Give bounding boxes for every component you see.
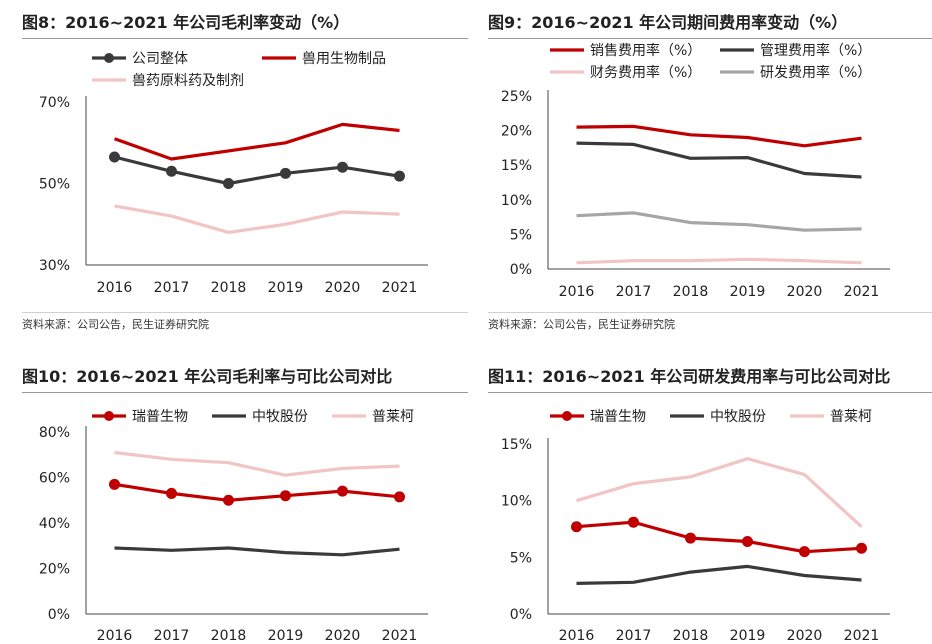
legend-label: 兽用生物制品 (302, 51, 386, 67)
x-tick-label: 2020 (787, 284, 823, 300)
data-point (394, 170, 405, 182)
legend-marker (104, 411, 114, 421)
legend-label: 普莱柯 (830, 409, 872, 425)
series-line (114, 155, 400, 186)
data-point (166, 487, 177, 499)
chart-title: 图11：2016~2021 年公司研发费用率与可比公司对比 (488, 366, 932, 393)
legend-label: 公司整体 (132, 51, 188, 67)
series-line (114, 204, 400, 234)
x-tick-label: 2018 (673, 284, 709, 300)
x-tick-label: 2020 (325, 280, 361, 296)
y-tick-label: 80% (39, 425, 70, 441)
x-tick-label: 2017 (154, 628, 190, 644)
y-tick-label: 20% (501, 124, 532, 140)
y-tick-label: 20% (39, 562, 70, 578)
data-point (799, 546, 810, 558)
chart-area: 瑞普生物 中牧股份 普莱柯 0% 5% 10% 15% 2016 2017 2018 2019 202… (501, 409, 890, 644)
series-line (576, 257, 862, 265)
legend-label: 普莱柯 (372, 409, 414, 425)
legend-label: 研发费用率（%） (760, 64, 871, 81)
series-line (113, 122, 400, 161)
chart-title: 图9：2016~2021 年公司期间费用率变动（%） (488, 12, 932, 39)
series-line (576, 564, 862, 585)
y-tick-label: 25% (501, 89, 532, 105)
legend-label: 财务费用率（%） (590, 64, 701, 81)
x-tick-label: 2021 (382, 628, 418, 644)
data-point (685, 532, 696, 544)
x-tick-label: 2018 (673, 628, 709, 644)
y-tick-label: 40% (39, 516, 70, 532)
x-tick-label: 2016 (559, 284, 595, 300)
y-tick-label: 70% (39, 95, 70, 111)
x-tick-label: 2021 (382, 280, 418, 296)
data-point (337, 161, 348, 173)
chart-title: 图8：2016~2021 年公司毛利率变动（%） (22, 12, 468, 39)
x-tick-label: 2019 (268, 628, 304, 644)
legend-marker (562, 411, 572, 421)
legend-label: 瑞普生物 (132, 409, 188, 425)
source-note: 资料来源：公司公告，民生证券研究院 (22, 312, 468, 332)
chart-area: 瑞普生物 中牧股份 普莱柯 0% 20% 40% 60% 80% 2016 2017 2018 201… (39, 409, 428, 644)
data-point (394, 491, 405, 503)
y-tick-label: 0% (510, 262, 532, 278)
x-tick-label: 2020 (787, 628, 823, 644)
series-line (114, 546, 400, 557)
x-tick-label: 2021 (844, 284, 880, 300)
data-point (742, 535, 753, 547)
legend-label: 管理费用率（%） (760, 42, 871, 59)
series-line (114, 482, 400, 502)
y-tick-label: 30% (39, 258, 70, 274)
x-tick-label: 2016 (559, 628, 595, 644)
y-tick-label: 15% (501, 437, 532, 453)
x-tick-label: 2019 (730, 284, 766, 300)
y-tick-label: 0% (48, 607, 70, 623)
x-tick-label: 2019 (730, 628, 766, 644)
series-line (576, 520, 862, 554)
y-tick-label: 15% (501, 158, 532, 174)
x-tick-label: 2019 (268, 280, 304, 296)
data-point (166, 165, 177, 177)
data-point (280, 167, 291, 179)
y-tick-label: 5% (510, 227, 532, 243)
source-note: 资料来源：公司公告，民生证券研究院 (488, 312, 932, 332)
series-line (114, 450, 400, 477)
legend-marker (104, 53, 114, 63)
data-point (109, 478, 120, 490)
y-tick-label: 10% (501, 494, 532, 510)
x-tick-label: 2016 (97, 280, 133, 296)
data-point (223, 494, 234, 506)
series-line (576, 141, 862, 179)
series-line (576, 124, 862, 148)
x-tick-label: 2017 (616, 628, 652, 644)
data-point (571, 521, 582, 533)
series-line (576, 457, 863, 528)
chart-title: 图10：2016~2021 年公司毛利率与可比公司对比 (22, 366, 468, 393)
y-tick-label: 50% (39, 177, 70, 193)
legend-label: 销售费用率（%） (590, 42, 701, 59)
y-tick-label: 10% (501, 193, 532, 209)
x-tick-label: 2016 (97, 628, 133, 644)
data-point (628, 516, 639, 528)
x-tick-label: 2018 (211, 280, 247, 296)
data-point (280, 490, 291, 502)
data-point (223, 178, 234, 189)
x-tick-label: 2020 (325, 628, 361, 644)
x-tick-label: 2017 (616, 284, 652, 300)
legend-label: 中牧股份 (252, 409, 308, 425)
data-point (856, 542, 867, 554)
x-tick-label: 2021 (844, 628, 880, 644)
y-tick-label: 0% (510, 607, 532, 623)
legend-label: 瑞普生物 (590, 409, 646, 425)
y-tick-label: 5% (510, 550, 532, 566)
legend-label: 中牧股份 (710, 409, 766, 425)
data-point (337, 485, 348, 497)
x-tick-label: 2017 (154, 280, 190, 296)
series-line (576, 211, 862, 232)
chart-area: 销售费用率（%） 管理费用率（%） 财务费用率（%） 研发费用率（%） 0% 5% 10% 1… (501, 42, 890, 300)
legend-label: 兽药原料药及制剂 (132, 73, 244, 89)
x-tick-label: 2018 (211, 628, 247, 644)
y-tick-label: 60% (39, 471, 70, 487)
data-point (109, 151, 120, 163)
